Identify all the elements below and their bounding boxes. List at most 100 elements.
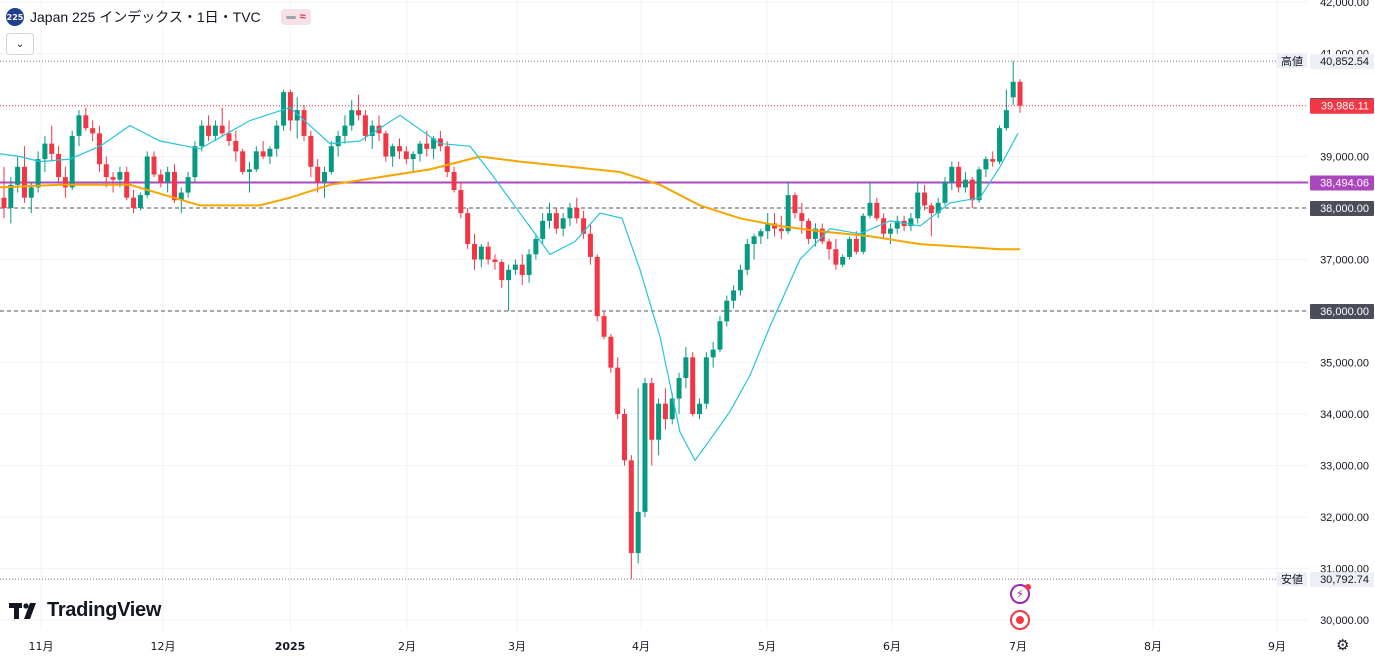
gear-icon[interactable]: ⚙ — [1336, 637, 1350, 654]
candle-body — [96, 133, 102, 165]
candle-body — [969, 179, 975, 201]
candle-body — [56, 153, 62, 178]
candle-body — [246, 169, 252, 172]
candle-body — [328, 146, 334, 172]
candle-body — [403, 151, 409, 160]
candle-body — [594, 256, 600, 317]
candle-body — [308, 135, 314, 167]
candle-body — [301, 110, 307, 136]
candle-body — [533, 238, 539, 255]
candle-body — [117, 171, 123, 180]
candle-body — [171, 171, 177, 201]
record-button[interactable] — [1010, 610, 1030, 630]
price-tag-value: 36,000.00 — [1320, 306, 1369, 318]
ma-fast-line — [0, 106, 1019, 462]
price-tag-bg — [1310, 98, 1374, 114]
candle-body — [683, 357, 689, 378]
candle-body — [69, 135, 75, 188]
price-tick-label: 35,000.00 — [1320, 358, 1369, 370]
candle-body — [601, 316, 607, 337]
chart-title[interactable]: Japan 225 インデックス・1日・TVC — [30, 9, 261, 25]
candle-body — [956, 166, 962, 188]
candle-body — [362, 115, 368, 136]
candle-body — [642, 383, 648, 512]
candle-body — [240, 151, 246, 172]
candle-body — [737, 269, 743, 291]
price-tag-value: 38,494.06 — [1320, 178, 1369, 190]
candle-body — [287, 92, 293, 121]
candle-body — [574, 208, 580, 219]
candle-body — [772, 223, 778, 229]
price-tick-label: 33,000.00 — [1320, 461, 1369, 473]
time-tick-label: 2025 — [275, 640, 306, 653]
price-tag-value: 38,000.00 — [1320, 203, 1369, 215]
lightning-icon: ⚡ — [1015, 587, 1025, 601]
candle-body — [799, 213, 805, 221]
candle-body — [471, 244, 477, 260]
candle-body — [540, 220, 546, 239]
candle-body — [437, 138, 443, 147]
chart-header: 225 Japan 225 インデックス・1日・TVC ≈ — [6, 7, 315, 27]
candle-body — [253, 151, 259, 170]
candle-body — [212, 125, 218, 136]
candle-body — [103, 164, 109, 178]
candle-body — [853, 238, 859, 252]
price-tag-value: 30,792.74 — [1320, 574, 1369, 586]
candle-body — [478, 246, 484, 260]
candle-body — [867, 202, 873, 216]
candle-body — [894, 220, 900, 229]
tradingview-logo[interactable]: TradingView — [9, 599, 161, 622]
candle-body — [390, 146, 396, 157]
candle-body — [758, 231, 764, 237]
candle-body — [226, 133, 232, 142]
candle-body — [785, 195, 791, 232]
price-tag-value: 39,986.11 — [1321, 101, 1369, 113]
candle-body — [935, 202, 941, 214]
time-tick-label: 11月 — [29, 640, 54, 653]
time-tick-label: 3月 — [508, 640, 526, 653]
candle-body — [178, 192, 184, 201]
candle-body — [649, 383, 655, 440]
candle-body — [547, 213, 553, 221]
candle-body — [485, 246, 491, 260]
candle-body — [458, 189, 464, 214]
candle-body — [826, 241, 832, 250]
price-tag-bg — [1310, 201, 1374, 216]
candle-body — [274, 125, 280, 149]
record-icon — [1016, 616, 1024, 624]
candle-body — [144, 156, 150, 196]
price-tag-bg — [1310, 304, 1374, 319]
candle-body — [8, 184, 14, 208]
candle-body — [451, 171, 457, 190]
time-tick-label: 7月 — [1009, 640, 1027, 653]
collapse-button[interactable]: ⌄ — [6, 33, 34, 55]
price-tick-label: 32,000.00 — [1320, 512, 1369, 524]
time-tick-label: 6月 — [883, 640, 901, 653]
price-tag-bg — [1310, 54, 1374, 70]
candle-body — [731, 290, 737, 301]
indicator-pill[interactable]: ≈ — [280, 9, 311, 25]
candle-body — [942, 182, 948, 203]
candle-body — [656, 403, 662, 440]
price-tag-bg — [1310, 572, 1374, 588]
candle-body — [847, 238, 853, 257]
candle-body — [908, 218, 914, 227]
symbol-icon[interactable]: 225 — [6, 8, 24, 26]
candle-body — [417, 143, 423, 154]
candle-body — [28, 187, 34, 198]
candle-body — [431, 138, 437, 149]
candle-body — [62, 177, 68, 188]
candle-body — [608, 336, 614, 368]
candle-body — [717, 321, 723, 350]
candle-body — [635, 511, 641, 554]
candle-body — [335, 135, 341, 147]
time-axis[interactable]: 11月 12月 2025 2月 3月 4月 5月 6月 7月 8月 9月 — [29, 640, 1287, 653]
candle-body — [833, 249, 839, 265]
notification-dot — [1025, 584, 1031, 590]
price-tag-bg — [1310, 175, 1374, 191]
tradingview-logo-icon — [9, 602, 36, 619]
candle-body — [1010, 81, 1016, 98]
candle-body — [962, 179, 968, 188]
candle-body — [110, 177, 116, 180]
